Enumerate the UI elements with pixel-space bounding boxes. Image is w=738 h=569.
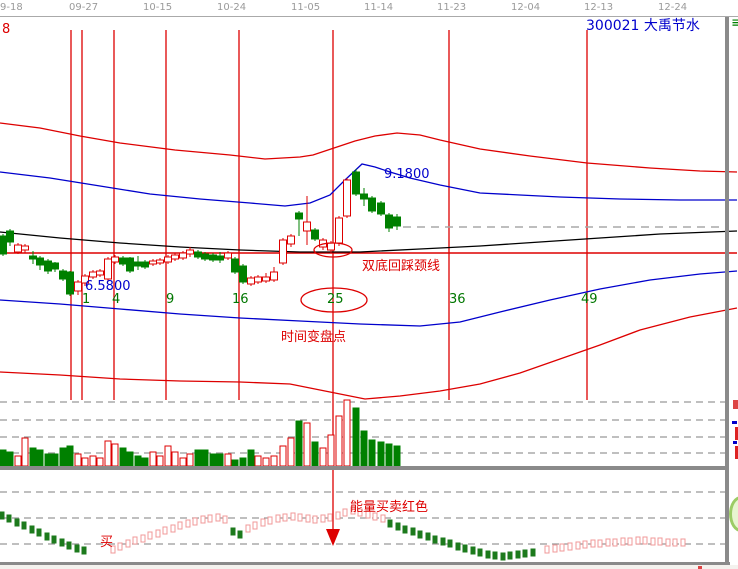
date-tick-9-18: 9-18 (0, 2, 23, 13)
bottom-pane-border (0, 562, 730, 565)
right-pane-border (725, 17, 729, 563)
neckline-annotation: 双底回踩颈线 (362, 259, 441, 274)
date-tick-12-13: 12-13 (584, 2, 614, 13)
stock-title: 300021 大禹节水 (586, 18, 700, 34)
date-tick-11-05: 11-05 (291, 2, 321, 13)
square-number-1: 1 (82, 292, 91, 307)
buy-annotation: 买 (100, 535, 114, 550)
date-tick-11-23: 11-23 (437, 2, 467, 13)
square-number-25: 25 (327, 292, 344, 307)
clipped-bottom-glyph (698, 566, 702, 569)
clipped-right-glyph (735, 446, 738, 459)
square-number-49: 49 (581, 292, 598, 307)
time-pivot-annotation: 时间变盘点 (281, 330, 347, 345)
date-tick-10-15: 10-15 (143, 2, 173, 13)
clipped-right-glyph (733, 441, 737, 444)
low-price-annotation: 6.5800 (85, 279, 131, 294)
square-number-16: 16 (232, 292, 249, 307)
date-tick-12-04: 12-04 (511, 2, 541, 13)
date-tick-10-24: 10-24 (217, 2, 247, 13)
clipped-right-glyph (733, 400, 738, 409)
left-price-label: 8 (2, 22, 11, 37)
date-tick-09-27: 09-27 (69, 2, 99, 13)
bottom-edge-strip (0, 565, 738, 569)
square-number-4: 4 (112, 292, 121, 307)
energy-annotation: 能量买卖红色 (350, 500, 429, 515)
high-price-annotation: 9.1800 (384, 167, 430, 182)
clipped-right-text: ≡ (731, 15, 738, 31)
header-separator (0, 16, 738, 17)
square-number-9: 9 (166, 292, 175, 307)
date-tick-12-24: 12-24 (658, 2, 688, 13)
date-tick-11-14: 11-14 (364, 2, 394, 13)
square-number-36: 36 (449, 292, 466, 307)
clipped-right-glyph (735, 427, 738, 440)
clipped-right-glyph (732, 421, 737, 424)
